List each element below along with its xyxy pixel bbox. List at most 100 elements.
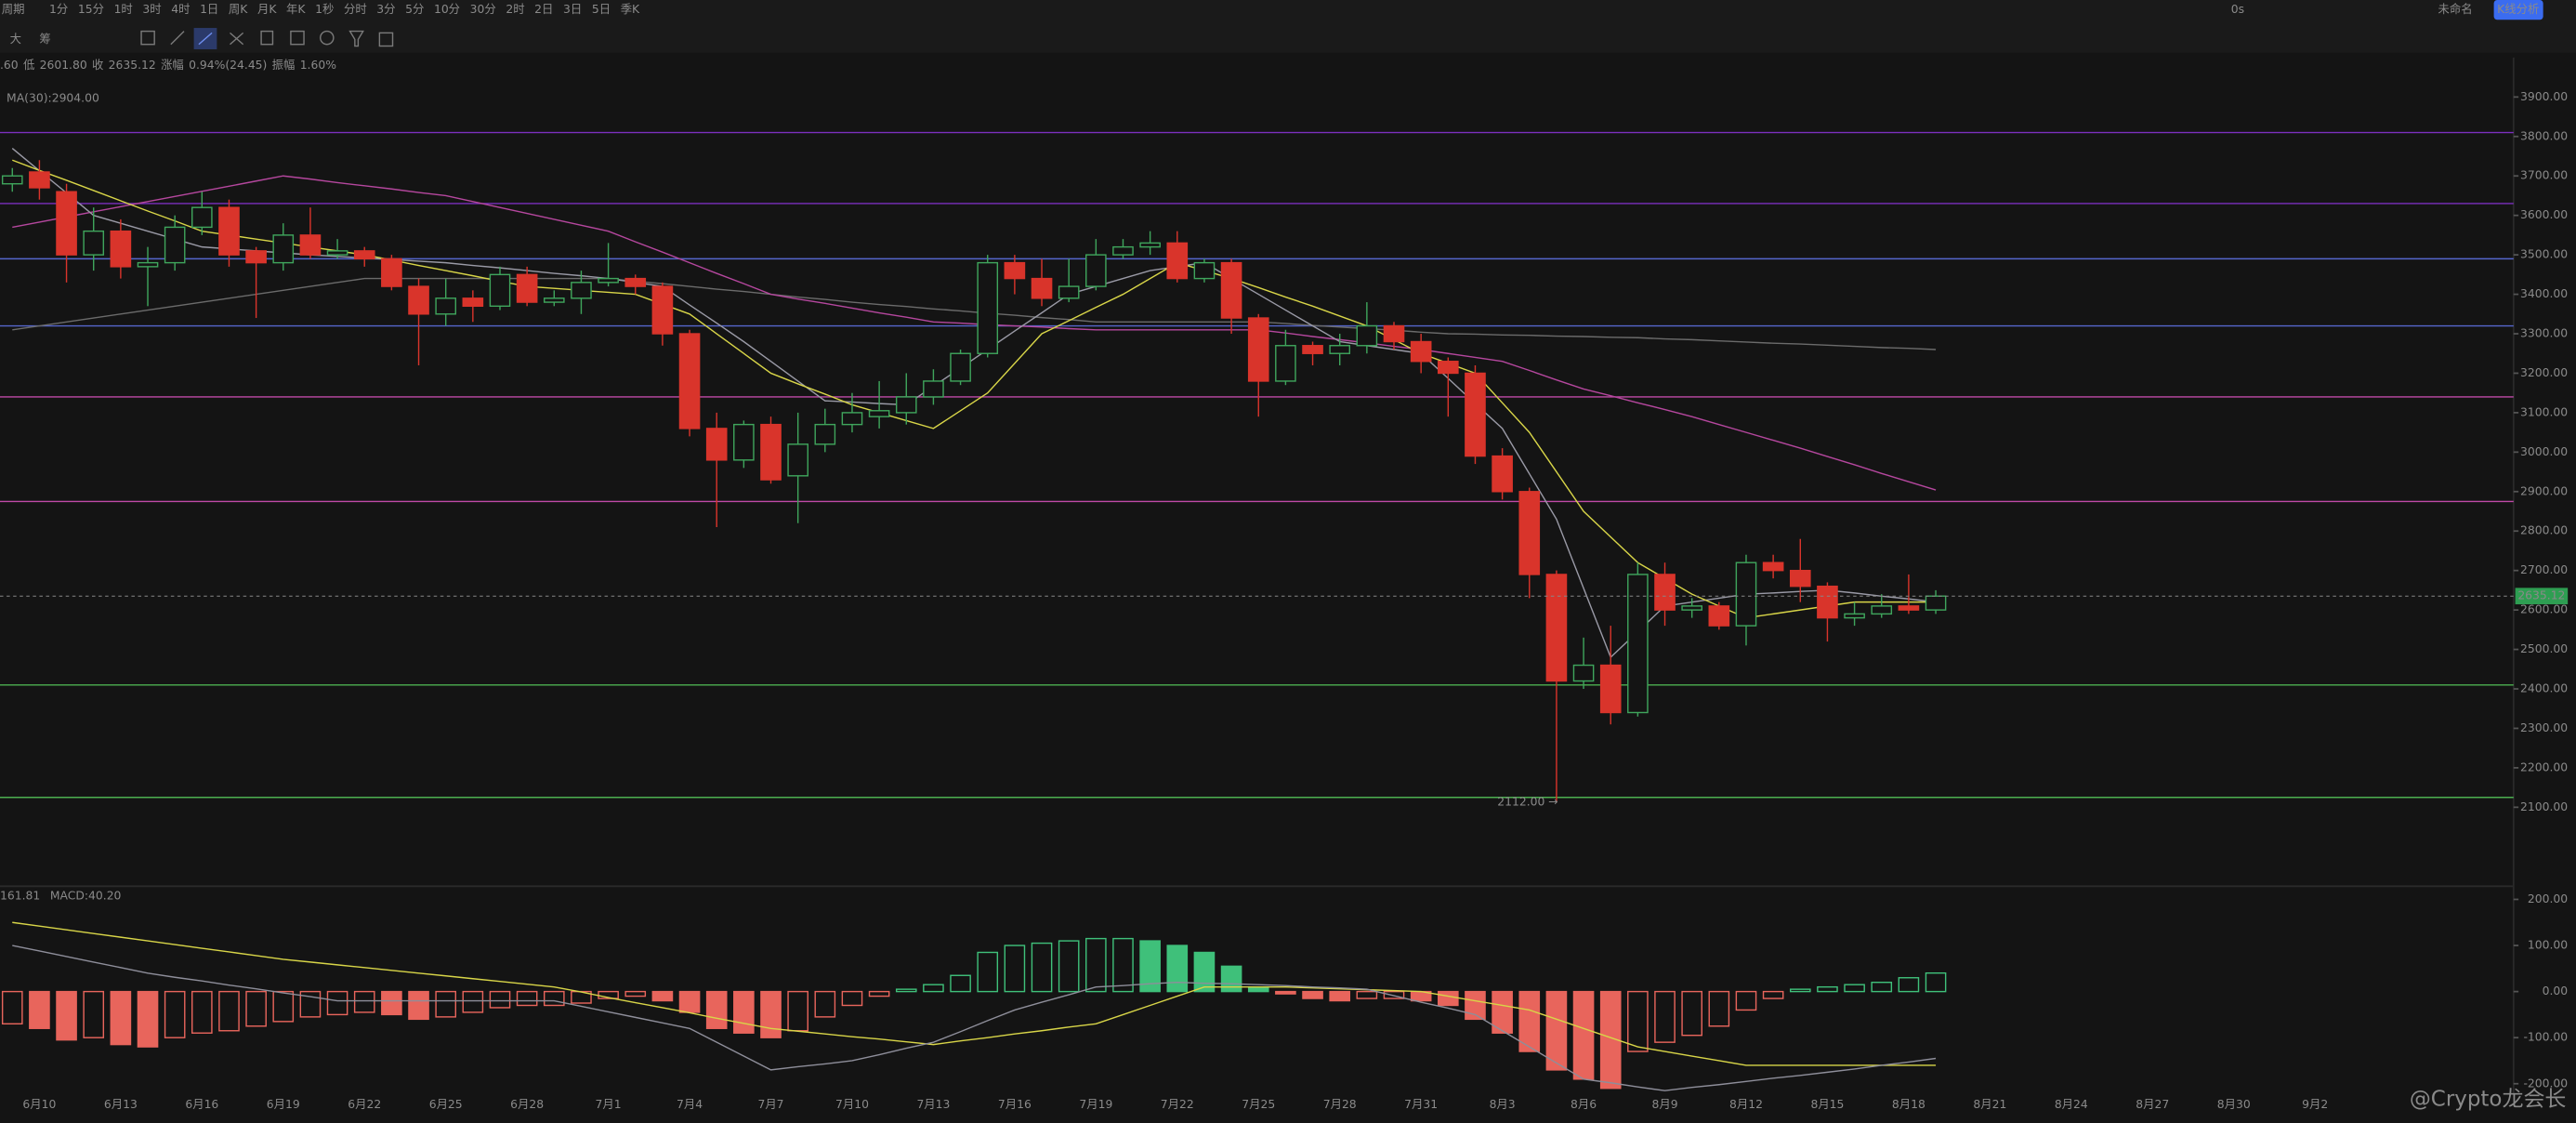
- interval-button[interactable]: 5日: [592, 3, 611, 16]
- candle-body: [191, 206, 213, 229]
- candle-body: [435, 297, 457, 315]
- interval-button[interactable]: 2时: [506, 3, 524, 16]
- candle-body: [1166, 242, 1189, 280]
- toolbar-right[interactable]: K线分析: [2497, 3, 2539, 16]
- tool-icon[interactable]: [260, 30, 274, 46]
- candle-body: [1220, 261, 1242, 319]
- interval-button[interactable]: 15分: [78, 3, 104, 16]
- period-selector[interactable]: 周期: [2, 3, 25, 16]
- toolbar-mark[interactable]: 筹: [39, 32, 50, 46]
- macd-bar: [1871, 981, 1893, 993]
- tool-icon[interactable]: [290, 30, 305, 46]
- x-tick-label: 7月16: [998, 1098, 1032, 1111]
- candle-body: [408, 285, 429, 315]
- tool-icon[interactable]: [320, 30, 335, 46]
- candle-body: [1, 175, 23, 185]
- candle-body: [1275, 345, 1296, 382]
- candle-body: [83, 230, 105, 256]
- macd-bar: [1599, 990, 1622, 1090]
- interval-button[interactable]: 季K: [621, 3, 640, 16]
- macd-bar: [1112, 937, 1134, 993]
- tool-icon[interactable]: [170, 31, 185, 46]
- interval-button[interactable]: 1秒: [315, 3, 334, 16]
- y-tick-label: -100.00: [2523, 1031, 2568, 1044]
- interval-button[interactable]: 5分: [405, 3, 424, 16]
- x-tick-label: 6月22: [348, 1098, 381, 1111]
- macd-bar: [1058, 940, 1080, 993]
- candle-body: [1627, 574, 1649, 714]
- macd-bar: [353, 990, 375, 1013]
- macd-bar: [543, 990, 565, 1007]
- interval-button[interactable]: 1日: [200, 3, 218, 16]
- interval-button[interactable]: 3分: [376, 3, 395, 16]
- macd-bar: [1166, 945, 1189, 993]
- x-tick-label: 7月13: [916, 1098, 950, 1111]
- candle-body: [353, 250, 375, 260]
- candle-body: [1817, 585, 1838, 619]
- tool-icon[interactable]: [230, 32, 244, 46]
- toolbar-right[interactable]: 0s: [2231, 3, 2244, 16]
- candle-body: [1356, 324, 1378, 347]
- tool-icon[interactable]: [378, 32, 394, 47]
- interval-button[interactable]: 10分: [434, 3, 460, 16]
- y-tick-label: 3200.00: [2520, 366, 2568, 379]
- toolbar-right[interactable]: 未命名: [2438, 2, 2472, 16]
- macd-bar: [1, 990, 23, 1025]
- y-tick-label: 3600.00: [2520, 208, 2568, 221]
- tool-icon[interactable]: [140, 30, 155, 46]
- tool-icon[interactable]: [348, 30, 364, 47]
- indicator-line: [12, 175, 1937, 491]
- y-tick-label: 3800.00: [2520, 129, 2568, 142]
- toolbar-mark[interactable]: 大: [10, 33, 21, 46]
- interval-button[interactable]: 分时: [344, 3, 367, 16]
- candle-body: [110, 230, 132, 268]
- candle-body: [299, 234, 322, 256]
- macd-bar: [923, 984, 944, 993]
- low-annotation: 2112.00 →: [1497, 796, 1557, 809]
- interval-button[interactable]: 周K: [229, 3, 248, 16]
- macd-bar: [137, 990, 159, 1048]
- interval-button[interactable]: 2日: [534, 3, 553, 16]
- y-tick-label: 2500.00: [2520, 642, 2568, 655]
- interval-button[interactable]: 月K: [257, 3, 277, 16]
- interval-button[interactable]: 1时: [114, 3, 133, 16]
- candle-body: [923, 380, 944, 398]
- interval-button[interactable]: 3日: [563, 3, 582, 16]
- interval-button[interactable]: 4时: [171, 3, 190, 16]
- macd-bar: [381, 990, 402, 1016]
- interval-button[interactable]: 3时: [142, 3, 161, 16]
- y-tick-label: 2100.00: [2520, 800, 2568, 813]
- interval-button[interactable]: 30分: [470, 3, 496, 16]
- macd-bar: [950, 974, 971, 993]
- x-tick-label: 8月21: [1973, 1098, 2006, 1111]
- macd-bar: [1518, 990, 1541, 1052]
- candle-body: [1139, 242, 1161, 248]
- macd-bar: [191, 990, 213, 1034]
- stat: 2601.80: [40, 59, 87, 72]
- interval-button[interactable]: 年K: [286, 3, 306, 16]
- stat: 振幅: [272, 58, 296, 72]
- candle-body: [1247, 317, 1269, 382]
- last-price-label: 2635.12: [2517, 589, 2565, 602]
- interval-button[interactable]: 1分: [49, 3, 68, 16]
- candle-body: [1004, 261, 1026, 280]
- tool-icon[interactable]: [198, 32, 213, 46]
- candle-body: [1031, 277, 1053, 299]
- candle-body: [1654, 574, 1676, 611]
- indicator-line: [12, 277, 1937, 350]
- macd-bar: [83, 990, 105, 1038]
- macd-bar: [1465, 990, 1486, 1021]
- x-tick-label: 7月4: [677, 1098, 703, 1111]
- candle-body: [841, 412, 863, 426]
- x-tick-label: 8月24: [2055, 1098, 2088, 1111]
- macd-bar: [1275, 990, 1296, 995]
- candle-body: [1437, 361, 1459, 375]
- macd-bar: [1789, 988, 1811, 993]
- macd-bar: [1844, 984, 1865, 993]
- drawing-tools[interactable]: [140, 28, 394, 50]
- macd-bar: [408, 990, 429, 1021]
- macd-legend: MACD:40.20: [50, 889, 122, 902]
- button-bg[interactable]: [2493, 0, 2543, 20]
- y-tick-label: 100.00: [2528, 939, 2568, 952]
